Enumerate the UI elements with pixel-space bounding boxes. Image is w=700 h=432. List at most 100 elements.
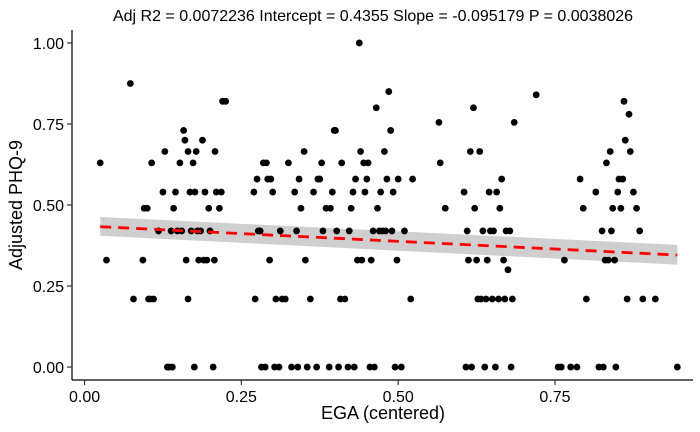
data-point (508, 295, 516, 303)
data-point (397, 363, 405, 371)
data-point (217, 188, 225, 196)
data-point (295, 175, 303, 183)
data-point (186, 188, 194, 196)
data-point (352, 175, 359, 183)
x-tick-label: 0.25 (226, 389, 257, 406)
data-point (176, 159, 184, 167)
data-point (184, 295, 192, 303)
data-point (592, 188, 600, 196)
data-points-layer (96, 39, 681, 371)
data-point (626, 148, 634, 155)
data-point (211, 148, 219, 155)
data-point (328, 188, 336, 196)
data-point (435, 118, 443, 126)
data-point (306, 295, 314, 303)
data-point (383, 175, 391, 183)
data-point (250, 188, 258, 196)
data-point (370, 363, 378, 371)
data-point (567, 363, 575, 371)
data-point (557, 363, 565, 371)
data-point (401, 227, 408, 235)
data-point (216, 204, 223, 212)
data-point (310, 188, 317, 196)
data-point (327, 204, 334, 212)
data-point (490, 227, 497, 235)
data-point (462, 363, 470, 371)
data-point (297, 204, 305, 212)
data-point (300, 148, 308, 155)
data-point (150, 295, 157, 303)
data-point (181, 136, 189, 144)
data-point (148, 159, 156, 167)
data-point (184, 148, 192, 155)
y-axis-title: Adjusted PHQ-9 (6, 140, 26, 270)
data-point (382, 227, 390, 235)
data-point (288, 363, 295, 371)
data-point (272, 295, 280, 303)
y-tick-label: 0.00 (33, 360, 64, 377)
data-point (619, 175, 627, 183)
fit-line-layer (100, 225, 678, 257)
data-point (361, 188, 369, 196)
data-point (251, 295, 259, 303)
y-tick-label: 0.75 (33, 117, 64, 134)
data-point (253, 175, 261, 183)
data-point (460, 188, 468, 196)
data-point (222, 97, 230, 105)
data-point (210, 256, 218, 264)
data-point (316, 175, 324, 183)
x-tick-label: 0.50 (383, 389, 414, 406)
data-point (506, 227, 514, 235)
data-point (349, 188, 357, 196)
data-point (190, 363, 198, 371)
data-point (256, 227, 264, 235)
data-point (582, 295, 590, 303)
data-point (355, 39, 363, 47)
data-point (276, 227, 284, 235)
data-point (532, 91, 540, 99)
data-point (500, 256, 507, 264)
data-point (130, 295, 137, 303)
data-point (203, 256, 211, 264)
data-point (345, 227, 353, 235)
data-point (636, 227, 644, 235)
data-point (372, 104, 380, 112)
data-point (170, 204, 178, 212)
data-point (195, 256, 203, 264)
data-point (205, 204, 213, 212)
data-point (318, 159, 326, 167)
data-point (209, 363, 217, 371)
data-point (599, 363, 607, 371)
data-point (335, 363, 342, 371)
data-point (492, 363, 499, 371)
data-point (385, 88, 393, 95)
data-point (388, 227, 396, 235)
data-point (338, 159, 346, 167)
data-point (579, 204, 587, 212)
data-point (103, 256, 110, 264)
data-point (367, 256, 375, 264)
data-point (630, 188, 637, 196)
data-point (468, 363, 475, 371)
data-point (407, 295, 415, 303)
data-point (441, 204, 449, 212)
data-point (294, 363, 302, 371)
regression-line (100, 225, 678, 257)
data-point (332, 127, 339, 134)
data-point (393, 256, 401, 264)
data-point (189, 159, 197, 167)
data-point (285, 159, 292, 167)
data-point (344, 363, 352, 371)
data-point (143, 204, 151, 212)
data-point (481, 363, 489, 371)
x-axis-title: EGA (centered) (321, 403, 445, 423)
data-point (501, 295, 509, 303)
data-point (389, 188, 397, 196)
data-point (510, 118, 518, 126)
data-point (488, 295, 496, 303)
x-tick-label: 0.75 (539, 389, 570, 406)
data-point (182, 256, 190, 264)
data-point (576, 175, 584, 183)
